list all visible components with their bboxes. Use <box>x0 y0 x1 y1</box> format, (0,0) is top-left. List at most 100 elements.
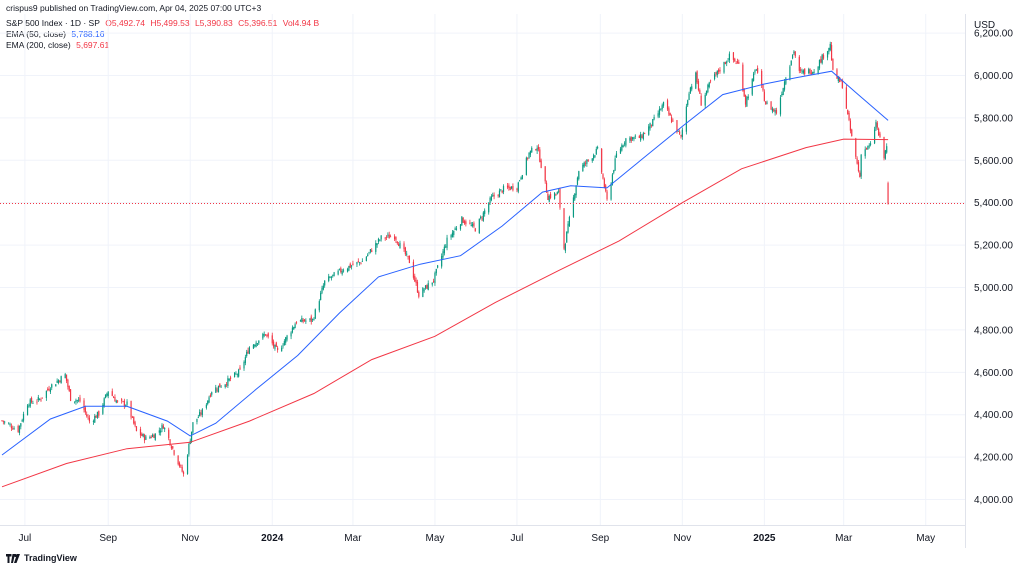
candle <box>724 61 726 65</box>
candle <box>641 134 643 139</box>
y-tick-label: 4,200.00 <box>974 453 1013 464</box>
candle <box>404 246 406 257</box>
candle <box>379 239 381 242</box>
candle <box>606 189 608 201</box>
candle <box>160 428 162 436</box>
candle <box>719 67 721 74</box>
candle <box>707 83 709 94</box>
candle <box>592 153 595 161</box>
candle <box>883 136 885 161</box>
candle <box>68 385 70 393</box>
candle <box>182 470 185 477</box>
candle <box>407 255 409 260</box>
candle <box>574 192 576 202</box>
candle <box>536 145 538 154</box>
x-tick-label: Jul <box>511 533 524 544</box>
y-tick-label: 4,400.00 <box>974 410 1013 421</box>
candle <box>554 191 556 200</box>
candle <box>558 188 560 194</box>
candle <box>785 76 787 86</box>
candle <box>111 388 113 397</box>
candle <box>509 186 511 191</box>
candle <box>424 285 427 290</box>
candle <box>112 396 115 399</box>
candle <box>474 227 476 232</box>
candle <box>473 221 475 229</box>
candle <box>851 128 853 137</box>
candle <box>640 131 642 142</box>
x-tick-label: 2025 <box>753 533 776 544</box>
candle <box>848 110 850 122</box>
candle <box>356 261 358 268</box>
candle <box>623 141 626 147</box>
candle <box>498 188 501 198</box>
candle <box>67 378 69 390</box>
candle <box>660 108 662 111</box>
candle <box>800 67 802 74</box>
tradingview-footer[interactable]: TradingView <box>6 553 77 563</box>
candle <box>348 265 350 272</box>
candle <box>463 219 466 225</box>
price-axis[interactable]: 4,000.00 4,200.00 4,400.00 4,600.00 4,800.00… <box>974 29 1013 506</box>
candle <box>782 87 784 96</box>
candle <box>629 136 631 143</box>
candle <box>309 318 311 322</box>
candle <box>84 405 86 415</box>
candle <box>215 384 217 393</box>
candle <box>648 124 650 136</box>
candle <box>418 290 420 299</box>
candle <box>59 380 61 383</box>
candle <box>45 390 47 401</box>
symbol-title: S&P 500 Index · 1D · SP <box>6 18 100 28</box>
volume-value: Vol4.94 B <box>282 18 320 28</box>
candle <box>726 60 728 67</box>
candle <box>794 51 796 58</box>
candle <box>709 79 712 84</box>
candle <box>502 184 505 195</box>
candle <box>492 192 494 197</box>
ema200-legend[interactable]: EMA (200, close) 5,697.61 <box>6 40 112 51</box>
candle <box>644 132 646 135</box>
x-tick-label: Mar <box>835 533 853 544</box>
candle <box>634 134 636 139</box>
candle <box>209 393 212 398</box>
candle <box>227 375 229 388</box>
candle <box>829 41 831 52</box>
candle <box>13 426 15 430</box>
ema200-label: EMA (200, close) <box>6 40 71 50</box>
candle <box>126 399 128 407</box>
candle <box>130 400 132 420</box>
candle <box>321 285 323 295</box>
candle <box>30 396 33 404</box>
candle <box>820 56 822 64</box>
candle <box>568 215 570 227</box>
chart-grid <box>0 14 965 525</box>
candle <box>295 321 298 325</box>
candle <box>810 69 813 75</box>
candle <box>763 89 765 102</box>
candle <box>685 103 687 135</box>
candle <box>180 464 182 468</box>
candle <box>368 251 370 255</box>
candle <box>258 340 260 346</box>
candle <box>29 398 31 408</box>
candle <box>773 108 775 112</box>
ema50-legend[interactable]: EMA (50, close) 5,788.16 <box>6 29 107 40</box>
candles[interactable] <box>1 41 889 477</box>
x-tick-label: May <box>425 533 444 544</box>
candle <box>414 273 416 283</box>
candle <box>318 299 320 313</box>
candle <box>705 90 708 96</box>
candle <box>338 268 341 271</box>
candle <box>857 160 860 173</box>
candle <box>158 427 160 436</box>
candle <box>64 372 66 379</box>
candle <box>528 152 530 159</box>
candle <box>282 343 284 349</box>
candle <box>461 216 463 226</box>
candle <box>783 79 786 92</box>
time-axis[interactable]: Jul Sep Nov 2024 Mar May Jul Sep Nov 2025 Mar May <box>18 533 935 544</box>
candle <box>451 230 454 238</box>
candle <box>603 177 605 189</box>
